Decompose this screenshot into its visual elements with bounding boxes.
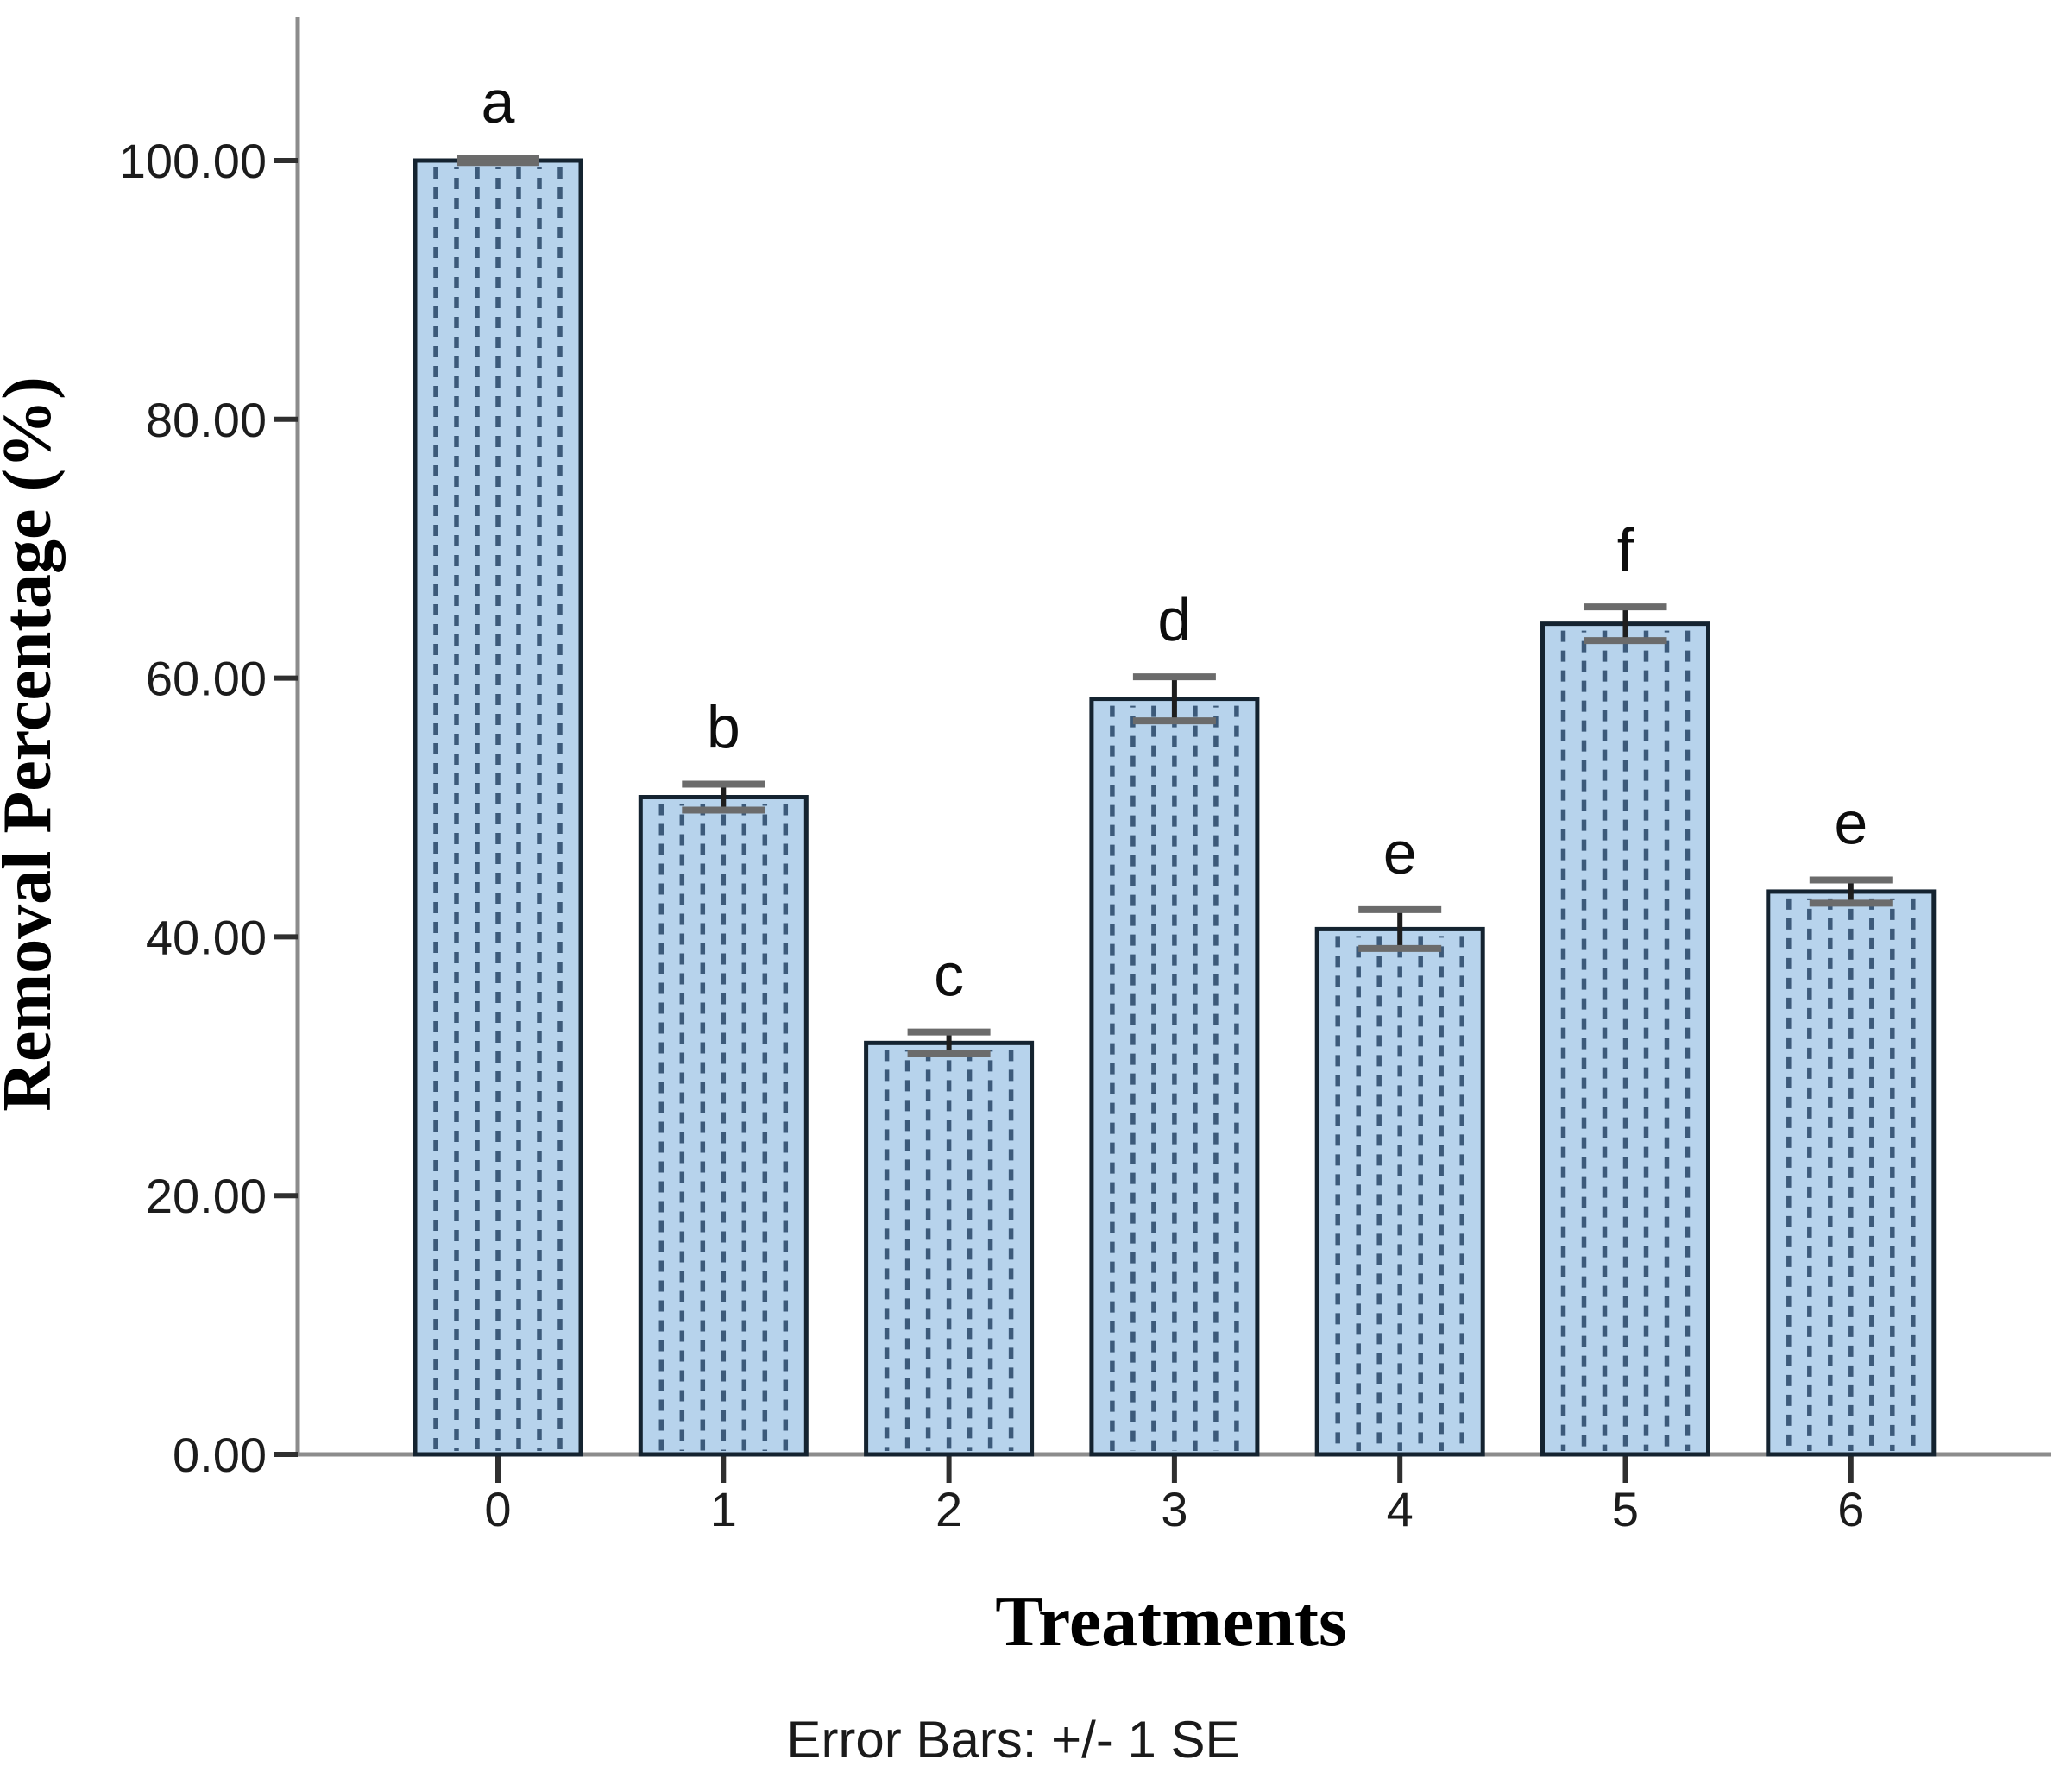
chart-layer: 0.00 20.00 40.00 60.00 80.00 100.00 0 a 1 b 2 c 3 d 4 e…	[119, 17, 2051, 1536]
y-tick-label: 60.00	[146, 652, 267, 706]
y-tick-label: 20.00	[146, 1169, 267, 1223]
bar-letter-label: c	[934, 942, 964, 1009]
bar-letter-label: a	[482, 68, 515, 136]
y-tick-label: 40.00	[146, 910, 267, 964]
x-tick-label: 2	[935, 1482, 962, 1536]
x-tick-label: 4	[1387, 1482, 1414, 1536]
bar-letter-label: b	[707, 694, 740, 761]
y-tick-label: 0.00	[173, 1428, 267, 1482]
x-tick-label: 1	[710, 1482, 737, 1536]
x-tick-label: 0	[484, 1482, 511, 1536]
x-tick-label: 3	[1161, 1482, 1187, 1536]
y-axis-title: Removal Percentage (%)	[0, 376, 66, 1112]
error-bars-caption: Error Bars: +/- 1 SE	[786, 1711, 1239, 1769]
x-axis-title: Treatments	[995, 1581, 1346, 1662]
bar-letter-label: f	[1617, 516, 1634, 583]
x-tick-label: 5	[1612, 1482, 1639, 1536]
bar-letter-label: e	[1834, 789, 1867, 856]
x-tick-label: 6	[1837, 1482, 1864, 1536]
y-tick-label: 100.00	[119, 134, 267, 188]
bar-letter-label: e	[1383, 819, 1417, 886]
y-tick-label: 80.00	[146, 393, 267, 447]
bar-letter-label: d	[1157, 586, 1191, 653]
